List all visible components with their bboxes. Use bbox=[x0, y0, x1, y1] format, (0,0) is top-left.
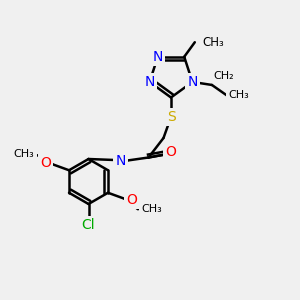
Text: O: O bbox=[126, 193, 137, 207]
Text: CH₃: CH₃ bbox=[141, 204, 162, 214]
Text: N: N bbox=[187, 75, 198, 89]
Text: Cl: Cl bbox=[82, 218, 95, 232]
Text: CH₂: CH₂ bbox=[213, 71, 234, 81]
Text: O: O bbox=[166, 145, 176, 158]
Text: CH₃: CH₃ bbox=[202, 36, 224, 49]
Text: CH₃: CH₃ bbox=[228, 91, 249, 100]
Text: CH₃: CH₃ bbox=[14, 149, 34, 159]
Text: N: N bbox=[153, 50, 163, 64]
Text: N: N bbox=[144, 75, 155, 89]
Text: S: S bbox=[167, 110, 176, 124]
Text: N: N bbox=[116, 154, 126, 167]
Text: O: O bbox=[40, 156, 51, 170]
Text: H: H bbox=[115, 154, 124, 167]
